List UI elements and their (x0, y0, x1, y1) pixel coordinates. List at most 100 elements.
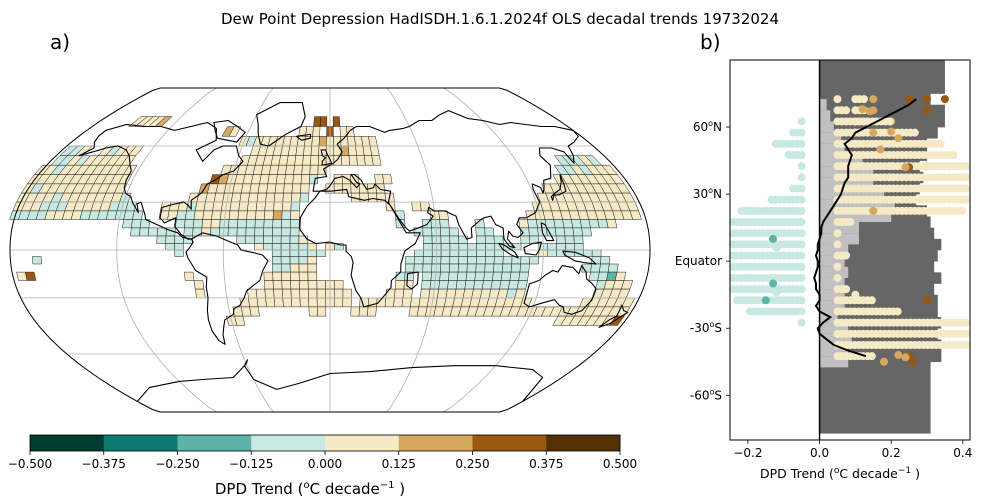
cell-point (901, 163, 910, 172)
map-cell (246, 210, 257, 220)
map-cell (291, 297, 301, 308)
map-cell (476, 243, 486, 251)
map-cell (485, 249, 495, 257)
map-cell (502, 256, 513, 265)
cell-point (833, 95, 842, 104)
map-cell (313, 116, 321, 127)
map-cell (256, 192, 267, 203)
map-cell (440, 243, 451, 251)
map-cell (192, 219, 204, 229)
map-cell (192, 227, 203, 237)
map-cell (249, 306, 260, 317)
map-cell (255, 201, 266, 212)
map-cell (350, 306, 360, 317)
colorbar-swatch (325, 435, 400, 451)
coastline-north-america (78, 121, 244, 240)
map-cell (510, 263, 521, 273)
cell-point (865, 107, 874, 116)
cell-point (901, 353, 910, 362)
map-cell (193, 210, 205, 220)
map-cell (290, 219, 300, 229)
map-cell (449, 256, 460, 265)
colorbar-tick-label: −0.500 (8, 457, 52, 471)
map-cell (254, 235, 264, 244)
map-cell (309, 174, 319, 185)
map-cell (423, 243, 433, 251)
map-cell (318, 136, 327, 147)
map-cell (272, 219, 282, 229)
map-cell (289, 249, 300, 257)
map-cell (202, 210, 213, 220)
cell-point (893, 307, 902, 316)
map-cell (467, 256, 477, 265)
x-tick-label: −0.2 (733, 446, 762, 460)
map-cell (271, 243, 282, 251)
map-cell (248, 297, 259, 308)
colorbar-swatches (29, 434, 621, 452)
cell-point (894, 134, 903, 143)
map-cell (257, 183, 269, 194)
coverage-band (819, 283, 935, 296)
map-cell (227, 227, 238, 237)
cell-point (894, 351, 903, 360)
map-cell (298, 263, 309, 273)
map-cell (490, 280, 502, 290)
coastline-sumatra (498, 242, 519, 259)
map-cell (356, 155, 366, 166)
map-cell (265, 192, 276, 203)
zonal-mean-line (813, 98, 917, 358)
map-cell (375, 183, 386, 194)
map-cell (317, 164, 327, 175)
map-cell (290, 201, 301, 212)
map-cell (272, 210, 283, 220)
map-cell (194, 288, 206, 299)
map-cell (494, 249, 504, 257)
cell-point (767, 195, 776, 204)
map-cell (308, 306, 318, 317)
map-cell (307, 256, 317, 265)
cell-point (962, 162, 971, 171)
shade-band (819, 222, 859, 234)
map-cell (493, 263, 504, 273)
cell-point (772, 288, 781, 297)
cell-point (728, 262, 737, 271)
cell-point (880, 357, 889, 366)
cell-point (908, 357, 917, 366)
map-cell (292, 174, 302, 185)
cell-point (797, 173, 806, 182)
map-cell (367, 306, 377, 317)
map-cell (212, 201, 223, 212)
map-cell (245, 219, 256, 229)
map-cell (300, 174, 311, 185)
map-cell (281, 219, 291, 229)
cell-point (728, 273, 737, 282)
map-cell (464, 280, 476, 290)
map-cell (403, 280, 414, 290)
cell-point (833, 229, 842, 238)
map-border (9, 87, 651, 413)
map-cell (175, 219, 186, 229)
map-cell (290, 271, 300, 281)
colorbar-tick-label: −0.125 (229, 457, 273, 471)
map-cell (24, 271, 37, 281)
map-cell (456, 271, 468, 281)
map-cell (394, 280, 405, 290)
map-cell (573, 235, 584, 244)
map-cell (275, 174, 286, 185)
cell-point (833, 240, 842, 249)
map-cell (255, 210, 266, 220)
map-cell (271, 235, 282, 244)
map-cell (527, 219, 538, 229)
cell-point (863, 117, 872, 126)
coastline-philippines (540, 222, 555, 242)
map-cell (516, 280, 528, 290)
coastline-africa (299, 188, 421, 308)
coverage-band (819, 60, 945, 72)
map-cell (404, 263, 415, 273)
map-cell (32, 256, 43, 265)
map-cell (340, 145, 350, 156)
map-cell (255, 288, 266, 299)
map-cell (402, 288, 413, 299)
coverage-band (819, 71, 945, 83)
shade-band (819, 166, 874, 178)
